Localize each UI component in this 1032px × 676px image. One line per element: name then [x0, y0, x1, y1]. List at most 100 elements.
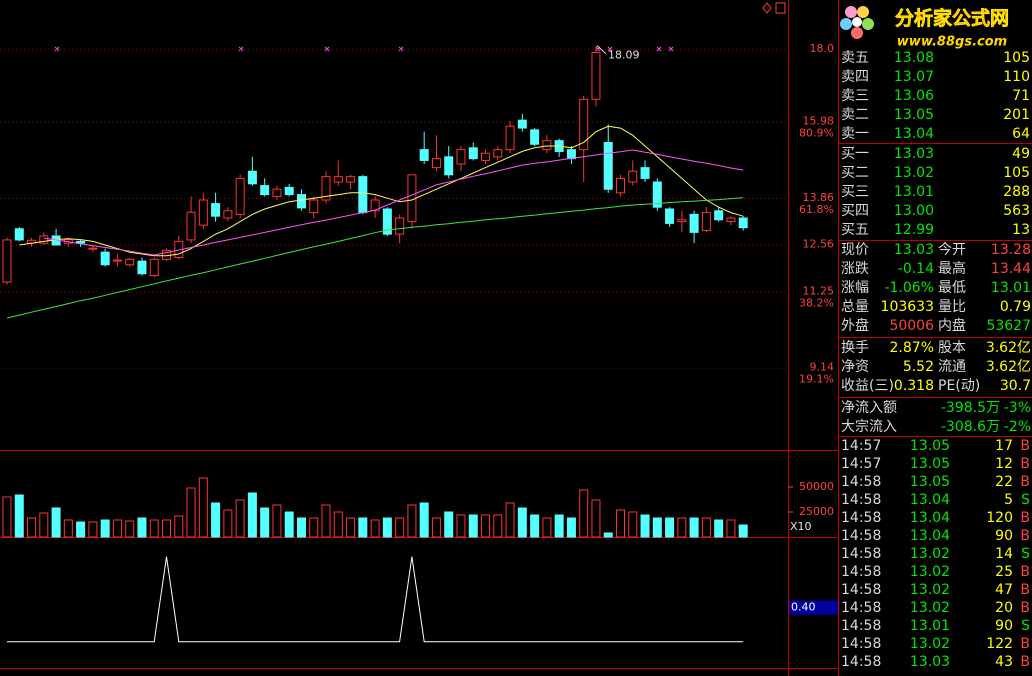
- trade-time: 14:58: [841, 618, 881, 634]
- logo-center: [852, 17, 862, 27]
- book-volume: 288: [1003, 184, 1030, 200]
- trade-price: 13.02: [910, 582, 950, 598]
- candle-body: [616, 177, 625, 194]
- trade-time: 14:58: [841, 564, 881, 580]
- volume-bar: [88, 521, 98, 538]
- trade-time: 14:57: [841, 456, 881, 472]
- volume-bar: [456, 514, 466, 538]
- volume-bar: [174, 515, 184, 538]
- stat-label: 内盘: [938, 317, 966, 334]
- trade-side: B: [1020, 600, 1030, 616]
- trade-volume: 90: [995, 618, 1013, 634]
- candle-body: [382, 208, 392, 235]
- candle-body: [431, 158, 441, 169]
- candle-body: [665, 208, 675, 224]
- trade-price: 13.04: [910, 492, 950, 508]
- stat-label: 现价: [841, 242, 869, 258]
- candle-body: [137, 260, 147, 275]
- candle-body: [321, 176, 331, 201]
- candle-body: [738, 217, 748, 229]
- volume-bar: [652, 517, 662, 538]
- candle-body: [677, 219, 687, 223]
- candle-body: [125, 258, 135, 266]
- stat-value: -0.14: [898, 261, 934, 277]
- volume-bar: [505, 502, 515, 538]
- stat-value: 2.87%: [890, 340, 934, 356]
- volume-bar: [701, 517, 711, 538]
- volume-bar: [431, 517, 441, 538]
- volume-bar: [493, 514, 503, 538]
- candle-body: [419, 149, 429, 161]
- trade-time: 14:58: [841, 654, 881, 670]
- book-price: 13.05: [894, 107, 934, 123]
- book-price: 13.04: [894, 126, 934, 142]
- ma-line: [19, 125, 744, 257]
- volume-bar: [481, 514, 491, 538]
- toolbar-icons[interactable]: [762, 2, 786, 14]
- trade-side: S: [1021, 492, 1030, 508]
- candle-body: [603, 141, 613, 190]
- candle-body: [640, 167, 650, 179]
- diamond-icon[interactable]: [762, 2, 772, 14]
- volume-bar: [14, 494, 24, 538]
- stat-label: 涨幅: [841, 280, 869, 296]
- volume-bar: [407, 504, 417, 538]
- trade-volume: 5: [1004, 492, 1013, 508]
- candle-body: [309, 199, 319, 214]
- candle-body: [247, 170, 257, 185]
- candle-body: [186, 211, 196, 241]
- book-label: 买四: [841, 203, 869, 219]
- book-price: 12.99: [894, 222, 934, 238]
- pct-tick-label: 61.8%: [799, 203, 834, 216]
- square-icon[interactable]: [775, 2, 786, 14]
- trade-volume: 90: [995, 528, 1013, 544]
- volume-bar: [112, 519, 122, 538]
- volume-bar: [382, 517, 392, 538]
- candle-body: [701, 212, 711, 232]
- volume-bar: [530, 514, 540, 538]
- trade-price: 13.02: [910, 564, 950, 580]
- trade-volume: 12: [995, 456, 1013, 472]
- candle-body: [272, 188, 282, 197]
- candle-body: [714, 210, 724, 221]
- candle-body: [726, 217, 736, 223]
- candle-body: [505, 125, 515, 151]
- stat-label: 涨跌: [841, 261, 869, 277]
- candle-body: [591, 52, 601, 100]
- volume-bar: [51, 507, 61, 538]
- trade-volume: 14: [995, 546, 1013, 562]
- book-volume: 49: [1012, 146, 1030, 162]
- volume-bar: [628, 511, 638, 538]
- book-price: 13.01: [894, 184, 934, 200]
- book-price: 13.00: [894, 203, 934, 219]
- book-label: 买一: [841, 146, 869, 162]
- trade-side: B: [1020, 474, 1030, 490]
- volume-bar: [223, 509, 233, 538]
- stat-label: 最低: [938, 280, 966, 296]
- volume-bar: [566, 517, 576, 538]
- candle-body: [100, 251, 110, 266]
- flow-pct: -3%: [1004, 400, 1031, 416]
- volume-bar: [517, 507, 527, 538]
- stat-value: 0.79: [1000, 299, 1031, 315]
- logo-url: www.88gs.com: [897, 35, 1007, 50]
- book-label: 买五: [841, 222, 869, 238]
- volume-bar: [198, 477, 208, 538]
- stat-value: 3.62亿: [986, 340, 1031, 356]
- book-label: 买二: [841, 165, 869, 181]
- stat-label: 总量: [841, 299, 869, 315]
- candle-body: [346, 176, 356, 183]
- stat-label: 外盘: [841, 317, 869, 334]
- volume-bar: [554, 514, 564, 538]
- unit-label: X10: [790, 520, 812, 533]
- stat-label: 净资: [841, 359, 869, 375]
- candle-body: [566, 149, 576, 160]
- volume-bar: [714, 519, 724, 538]
- volume-bar: [677, 517, 687, 538]
- flow-pct: -2%: [1004, 419, 1031, 435]
- candle-body: [370, 199, 380, 212]
- trade-price: 13.03: [910, 654, 950, 670]
- book-volume: 563: [1003, 203, 1030, 219]
- y-tick-label: 12.56: [803, 238, 835, 251]
- indicator-line: [7, 556, 744, 643]
